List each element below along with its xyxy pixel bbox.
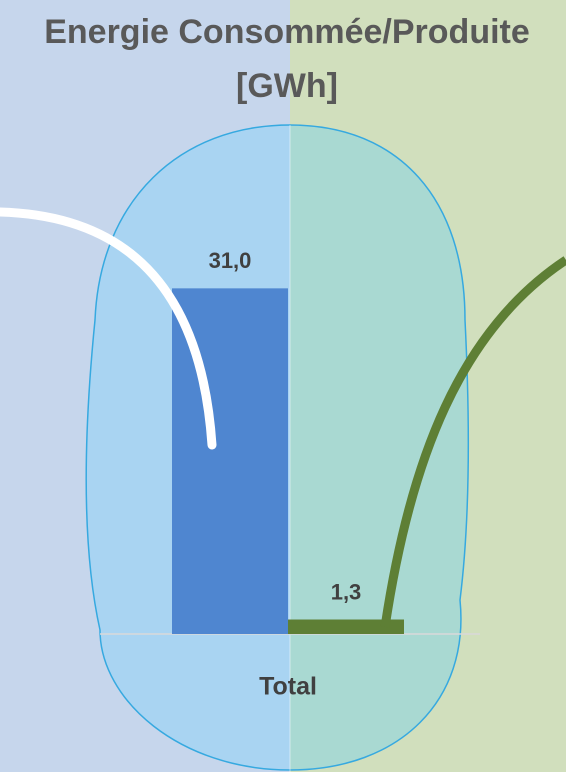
chart-title: Energie Consommée/Produite	[44, 13, 530, 51]
decor-curve	[380, 256, 566, 628]
value-label: 31,0	[209, 248, 252, 273]
decor-curve	[0, 207, 217, 450]
decor-shape	[290, 125, 469, 770]
chart-title: [GWh]	[236, 67, 338, 105]
x-tick-label: Total	[259, 673, 317, 701]
value-label: 1,3	[331, 579, 362, 604]
bar	[288, 619, 404, 634]
